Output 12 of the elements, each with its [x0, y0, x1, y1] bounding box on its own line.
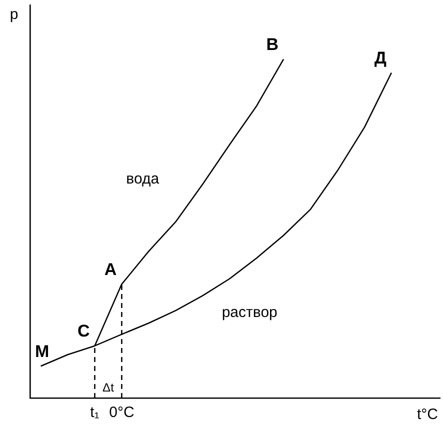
x-tick-label: t₁ — [90, 404, 100, 422]
annotation: М — [34, 342, 50, 361]
annotation: С — [77, 322, 90, 341]
annotation: Д — [374, 48, 386, 68]
y-axis-title: p — [10, 6, 18, 24]
x-tick-label: 0°C — [109, 404, 134, 422]
annotation: Δt — [102, 380, 115, 394]
series-label: раствор — [222, 304, 278, 321]
text: В — [266, 34, 279, 54]
text: вода — [126, 170, 160, 188]
annotation: А — [104, 260, 117, 279]
x-axis-title: t°C — [417, 406, 438, 424]
